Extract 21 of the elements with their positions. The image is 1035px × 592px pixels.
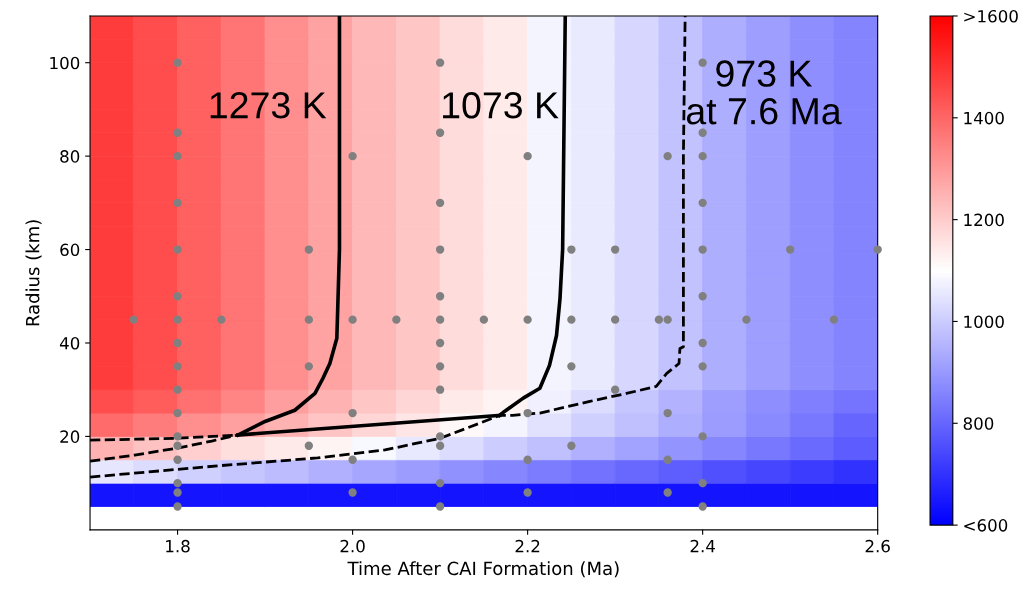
color-bar-label: >1600 bbox=[964, 9, 1018, 23]
x-tick-label: 1.8 bbox=[166, 539, 190, 553]
y-tick-label: 100 bbox=[50, 56, 80, 70]
y-tick-label: 80 bbox=[60, 150, 80, 163]
y-tick-label: 40 bbox=[59, 336, 80, 350]
color-bar-label: 800 bbox=[963, 417, 994, 430]
color-bar-label: 1000 bbox=[964, 315, 1004, 329]
x-tick-label: 2.0 bbox=[340, 539, 365, 553]
y-tick-label: 20 bbox=[60, 430, 80, 443]
y-axis-title: Radius (km) bbox=[25, 220, 42, 326]
color-bar-label: 1200 bbox=[964, 213, 1004, 227]
annotation: 973 K at 7.6 Ma bbox=[686, 60, 842, 125]
y-tick-label: 60 bbox=[60, 243, 80, 257]
color-bar-label: <600 bbox=[964, 519, 1008, 532]
annotation: 1073 K bbox=[443, 91, 559, 119]
color-bar-label: 1400 bbox=[964, 111, 1004, 125]
x-axis-title: Time After CAI Formation (Ma) bbox=[347, 561, 619, 578]
annotation: 1273 K bbox=[210, 91, 327, 119]
x-tick-label: 2.6 bbox=[865, 539, 890, 553]
x-tick-label: 2.2 bbox=[515, 539, 540, 553]
x-tick-label: 2.4 bbox=[690, 539, 715, 553]
